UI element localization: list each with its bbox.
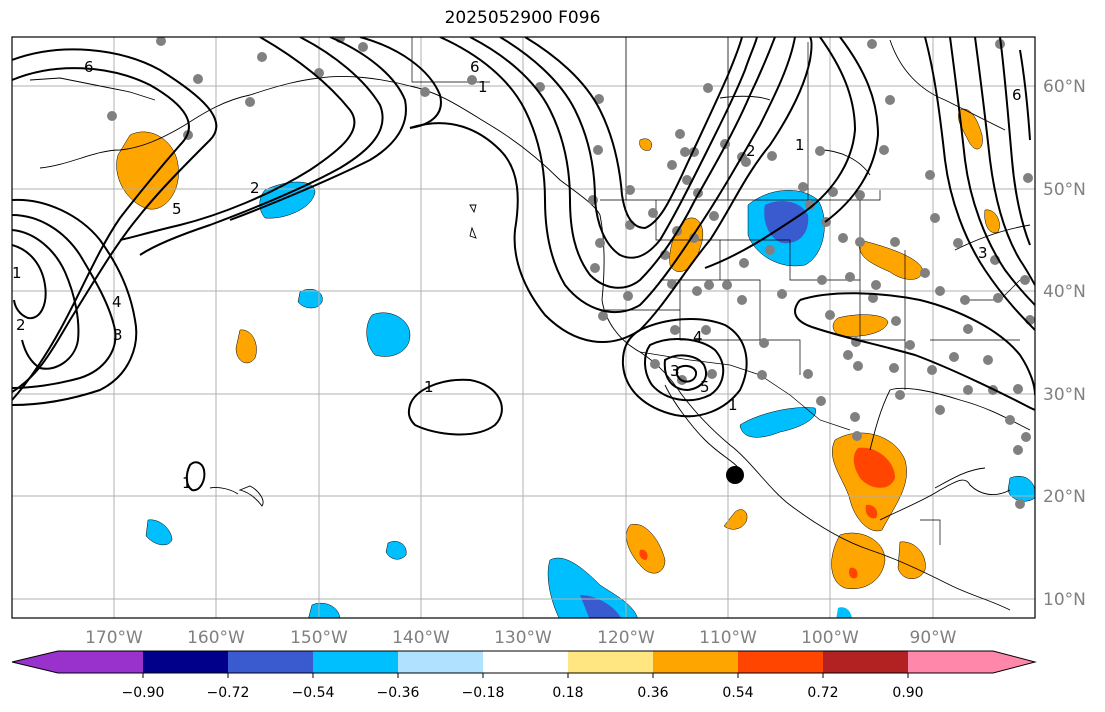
contour-label: 3 <box>113 326 123 344</box>
chart-title: 2025052900 F096 <box>444 8 601 28</box>
lat-label: 20°N <box>1043 487 1086 507</box>
lat-label: 60°N <box>1043 77 1086 97</box>
station-dots <box>107 37 1035 509</box>
contour-label: 5 <box>700 378 710 396</box>
lat-label: 30°N <box>1043 385 1086 405</box>
location-marker <box>726 466 744 484</box>
lon-label: 100°W <box>801 628 859 648</box>
colorbar-segment <box>738 651 823 673</box>
contour-label: 1 <box>424 378 434 396</box>
lon-label: 170°W <box>85 628 143 648</box>
colorbar-segment <box>993 651 1035 673</box>
colorbar-tick: −0.36 <box>377 685 420 701</box>
colorbar-segment <box>653 651 738 673</box>
colorbar-tick: 0.18 <box>552 685 583 701</box>
contour-label: 2 <box>250 179 260 197</box>
contour-label: 3 <box>978 244 988 262</box>
contour-labels: 6 5 4 3 2 1 1 2 3 4 5 6 1 2 3 1 1 1 6 <box>12 58 1022 492</box>
colorbar-segment <box>398 651 483 673</box>
colorbar-segment <box>143 651 228 673</box>
latitude-labels: 60°N 50°N 40°N 30°N 20°N 10°N <box>1043 77 1086 610</box>
colorbar-segment <box>823 651 908 673</box>
lat-label: 50°N <box>1043 180 1086 200</box>
colorbar-tick: −0.54 <box>292 685 335 701</box>
lon-label: 150°W <box>290 628 348 648</box>
lat-label: 10°N <box>1043 590 1086 610</box>
contour-label: 4 <box>693 328 703 346</box>
longitude-labels: 170°W 160°W 150°W 140°W 130°W 120°W 110°… <box>85 628 957 648</box>
lon-label: 130°W <box>494 628 552 648</box>
contour-lines <box>12 37 1035 492</box>
colorbar-tick: 0.54 <box>722 685 753 701</box>
lon-label: 160°W <box>187 628 245 648</box>
contour-label: 1 <box>12 264 22 282</box>
colorbar-segment <box>483 651 568 673</box>
contour-label: 1 <box>728 396 738 414</box>
lon-label: 140°W <box>392 628 450 648</box>
contour-label: 1 <box>182 474 192 492</box>
contour-label: 4 <box>112 293 122 311</box>
map-border <box>11 36 1036 619</box>
colorbar-segment <box>908 651 993 673</box>
contour-label: 6 <box>84 58 94 76</box>
colorbar-tick: 0.36 <box>637 685 668 701</box>
lon-label: 90°W <box>910 628 957 648</box>
colorbar-tick: 0.90 <box>892 685 923 701</box>
contour-label: 6 <box>1012 86 1022 104</box>
lon-label: 120°W <box>597 628 655 648</box>
contour-label: 2 <box>746 142 756 160</box>
contour-label: 3 <box>670 362 680 380</box>
lat-label: 40°N <box>1043 282 1086 302</box>
colorbar-tick: −0.90 <box>122 685 165 701</box>
colorbar-outline <box>11 650 1037 674</box>
colorbar-segment <box>58 651 143 673</box>
colorbar-tick: −0.18 <box>462 685 505 701</box>
contour-label: 1 <box>478 78 488 96</box>
contour-label: 5 <box>172 200 182 218</box>
contour-label: 6 <box>470 58 480 76</box>
colorbar-segment <box>568 651 653 673</box>
colorbar-segment <box>228 651 313 673</box>
contour-label: 1 <box>795 136 805 154</box>
colorbar-segment <box>313 651 398 673</box>
colorbar: −0.90 −0.72 −0.54 −0.36 −0.18 0.18 0.36 … <box>11 650 1037 701</box>
contour-label: 2 <box>16 316 26 334</box>
colorbar-tick: −0.72 <box>207 685 250 701</box>
lon-label: 110°W <box>699 628 757 648</box>
colorbar-segment <box>12 651 58 673</box>
colorbar-tick: 0.72 <box>807 685 838 701</box>
